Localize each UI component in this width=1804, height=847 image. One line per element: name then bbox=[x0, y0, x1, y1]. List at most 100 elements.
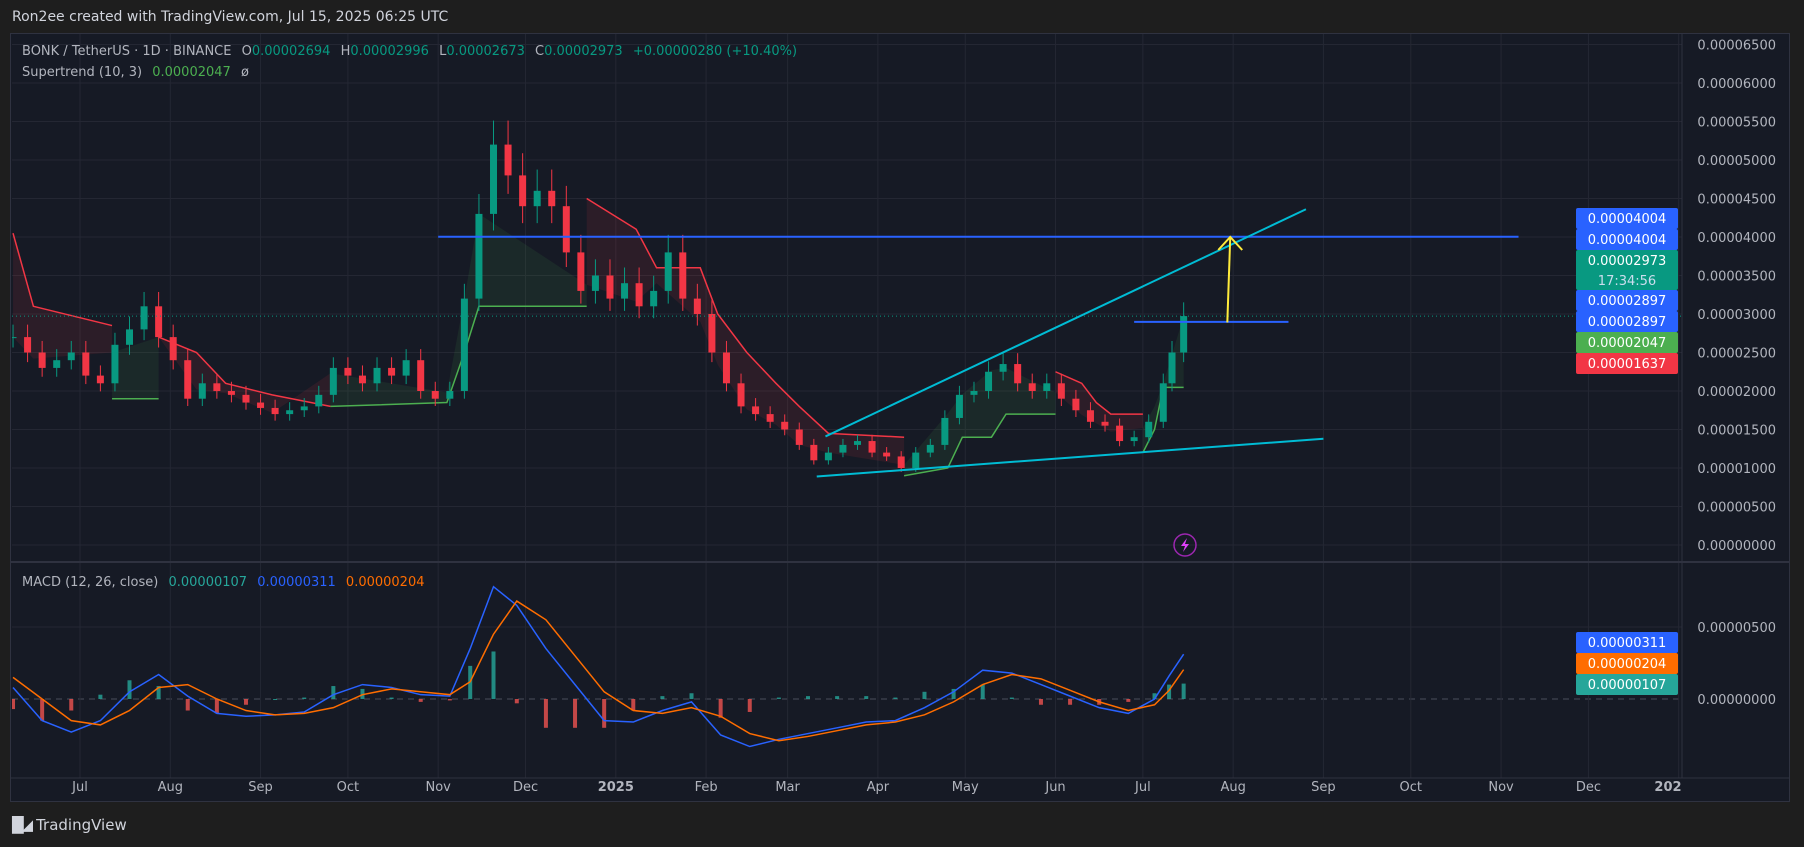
macd-histogram-bar bbox=[1038, 699, 1043, 705]
supertrend-line-down bbox=[12, 232, 113, 327]
lightning-icon[interactable] bbox=[1173, 533, 1197, 557]
chart-frame[interactable] bbox=[10, 33, 1790, 802]
candle-body bbox=[766, 414, 774, 422]
candle-body bbox=[824, 452, 832, 461]
candle-body bbox=[664, 252, 672, 291]
macd-histogram-bar bbox=[543, 699, 548, 728]
time-tick-label: Jul bbox=[1134, 780, 1151, 795]
symbol-title[interactable]: BONK / TetherUS · 1D · BINANCE bbox=[22, 44, 232, 59]
macd-histogram-bar bbox=[747, 699, 752, 712]
tradingview-logo-icon: █◢ bbox=[12, 816, 33, 834]
time-tick-label: Sep bbox=[1311, 780, 1336, 795]
candle-body bbox=[24, 337, 32, 353]
macd-histogram-bar bbox=[98, 694, 103, 699]
candle-body bbox=[126, 329, 134, 345]
supertrend-legend[interactable]: Supertrend (10, 3) 0.00002047 ø bbox=[22, 65, 255, 81]
candle-body bbox=[883, 452, 891, 457]
candle-body bbox=[650, 290, 658, 307]
macd-histogram-bar bbox=[718, 699, 723, 718]
candle-body bbox=[722, 352, 730, 384]
price-tick-label: 0.00000500 bbox=[1697, 501, 1776, 516]
candle-body bbox=[1116, 425, 1124, 442]
macd-histogram-bar bbox=[447, 699, 452, 701]
price-badge: 0.00002973 17:34:56 bbox=[1576, 250, 1678, 290]
candle-body bbox=[111, 344, 119, 384]
chart-attribution: Ron2ee created with TradingView.com, Jul… bbox=[12, 9, 449, 25]
candle-body bbox=[912, 452, 920, 468]
candle-body bbox=[985, 371, 993, 391]
ohlc-low-value: 0.00002673 bbox=[446, 44, 525, 59]
macd-line bbox=[12, 585, 1185, 748]
time-tick-label: Mar bbox=[775, 780, 800, 795]
candle-body bbox=[795, 429, 803, 445]
candle-body bbox=[169, 337, 177, 361]
macd-badge: 0.00000204 bbox=[1576, 653, 1678, 674]
supertrend-value: 0.00002047 bbox=[152, 65, 231, 80]
candle-body bbox=[548, 190, 556, 207]
macd-histogram-bar bbox=[514, 699, 519, 704]
lightning-icon-bolt bbox=[1181, 538, 1189, 552]
macd-histogram-bar bbox=[156, 686, 161, 699]
macd-badge-bg bbox=[1576, 674, 1678, 695]
candle-body bbox=[1168, 352, 1176, 384]
macd-histogram-bar bbox=[1167, 684, 1172, 699]
price-badge-text: 0.00002047 bbox=[1588, 336, 1667, 351]
time-tick-label: Aug bbox=[1220, 780, 1245, 795]
candle-body bbox=[926, 444, 934, 453]
footer-brand[interactable]: █◢ TradingView bbox=[12, 816, 127, 834]
macd-legend[interactable]: MACD (12, 26, close) 0.00000107 0.000003… bbox=[22, 575, 431, 591]
macd-histogram-bar bbox=[893, 697, 898, 699]
macd-histogram-bar bbox=[1181, 683, 1186, 699]
candle-body bbox=[490, 144, 498, 214]
ohlc-close-value: 0.00002973 bbox=[544, 44, 623, 59]
macd-histogram-bar bbox=[980, 684, 985, 699]
ohlc-close: C0.00002973 bbox=[535, 44, 623, 59]
candle-body bbox=[53, 360, 61, 368]
symbol-legend: BONK / TetherUS · 1D · BINANCE O0.000026… bbox=[22, 44, 803, 60]
macd-histogram-bar bbox=[864, 696, 869, 699]
candle-body bbox=[1101, 421, 1109, 426]
candle-body bbox=[242, 394, 250, 403]
candle-body bbox=[621, 283, 629, 299]
supertrend-line-down bbox=[586, 197, 905, 438]
macd-histogram-bar bbox=[331, 686, 336, 699]
candle-body bbox=[970, 391, 978, 395]
lower-trendline bbox=[816, 437, 1324, 478]
macd-badge-text: 0.00000204 bbox=[1588, 657, 1667, 672]
supertrend-fill-down bbox=[586, 198, 905, 465]
macd-histogram-bar bbox=[922, 691, 927, 699]
price-tick-label: 0.00000000 bbox=[1697, 539, 1776, 554]
ohlc-high: H0.00002996 bbox=[341, 44, 429, 59]
ohlc-close-label: C bbox=[535, 44, 545, 59]
time-tick-label: Nov bbox=[1488, 780, 1514, 795]
candle-body bbox=[1028, 383, 1036, 391]
time-tick-label: Feb bbox=[695, 780, 718, 795]
macd-histogram-bar bbox=[185, 699, 190, 711]
macd-signal-value: 0.00000204 bbox=[345, 575, 425, 590]
candle-body bbox=[868, 441, 876, 453]
candle-body bbox=[1159, 383, 1167, 422]
time-tick-label: 202 bbox=[1654, 780, 1681, 795]
ohlc-low-label: L bbox=[439, 44, 447, 59]
price-tick-label: 0.00003500 bbox=[1697, 270, 1776, 285]
candle-body bbox=[257, 402, 265, 408]
supertrend-extra: ø bbox=[240, 65, 249, 80]
price-tick-label: 0.00002500 bbox=[1697, 347, 1776, 362]
ohlc-high-value: 0.00002996 bbox=[350, 44, 429, 59]
ohlc-open-value: 0.00002694 bbox=[251, 44, 331, 59]
candle-body bbox=[140, 306, 148, 330]
macd-signal-line bbox=[12, 600, 1185, 742]
price-badge: 0.00002897 bbox=[1576, 311, 1678, 332]
candle-body bbox=[679, 252, 687, 299]
price-badge-bg bbox=[1576, 332, 1678, 353]
price-badge-text: 0.00004004 bbox=[1588, 212, 1667, 227]
macd-histogram-bar bbox=[69, 699, 74, 711]
candle-body bbox=[999, 364, 1007, 372]
supertrend-label: Supertrend (10, 3) bbox=[22, 65, 143, 80]
price-badge: 0.00004004 bbox=[1576, 208, 1678, 229]
candle-body bbox=[344, 367, 352, 376]
macd-badge: 0.00000311 bbox=[1576, 632, 1678, 653]
candle-body bbox=[198, 383, 206, 399]
price-change: +0.00000280 (+10.40%) bbox=[632, 44, 798, 59]
